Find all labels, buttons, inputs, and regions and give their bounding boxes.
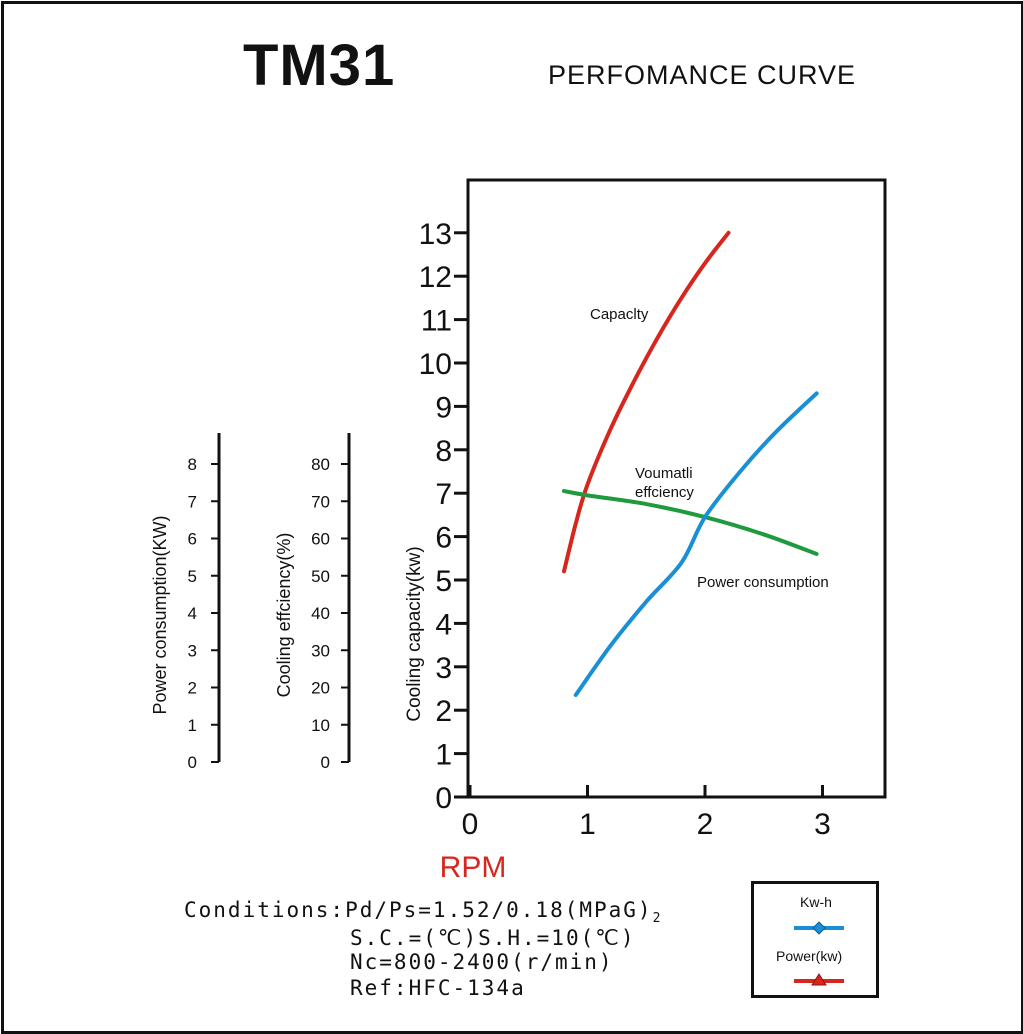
conditions-line-1-text: Conditions:Pd/Ps=1.52/0.18(MPaG) [184, 898, 653, 922]
y-tick-label: 0 [435, 782, 452, 815]
chart-annotation: effciency [635, 484, 694, 501]
secondary-y-tick-label: 60 [311, 530, 330, 549]
chart-annotation: Capaclty [590, 306, 649, 323]
page-subtitle: PERFOMANCE CURVE [548, 60, 857, 90]
y-tick-label: 5 [435, 565, 452, 598]
chart-annotation: Power consumption [697, 574, 829, 591]
secondary-y-tick-label: 50 [311, 567, 330, 586]
y-tick-label: 4 [435, 608, 452, 641]
y-tick-label: 12 [419, 261, 452, 294]
secondary-y-tick-label: 40 [311, 604, 330, 623]
triangle-marker-icon [811, 973, 827, 986]
diamond-marker-icon [812, 921, 826, 935]
legend-markers [794, 921, 844, 986]
series-line-1 [562, 489, 819, 556]
x-tick-label: 3 [814, 808, 831, 841]
secondary-axis-title: Cooling effciency(%) [274, 533, 294, 698]
conditions-line-3: Nc=800-2400(r/min) [350, 950, 614, 974]
secondary-y-tick-label: 0 [321, 753, 330, 772]
y-tick-label: 9 [435, 391, 452, 424]
secondary-y-tick-label: 5 [188, 567, 197, 586]
y-tick-label: 8 [435, 435, 452, 468]
secondary-y-tick-label: 3 [188, 641, 197, 660]
secondary-y-tick-label: 8 [188, 455, 197, 474]
secondary-y-tick-label: 0 [188, 753, 197, 772]
y-tick-label: 3 [435, 652, 452, 685]
y-tick-label: 7 [435, 478, 452, 511]
x-tick-label: 0 [462, 808, 479, 841]
chart-annotation: Voumatli [635, 465, 693, 482]
secondary-y-tick-label: 4 [188, 604, 197, 623]
secondary-axis-title: Power consumption(KW) [150, 515, 170, 714]
conditions-line-2: S.C.=(℃)S.H.=10(℃) [350, 926, 636, 950]
y-tick-label: 10 [419, 348, 452, 381]
y-tick-label: 2 [435, 695, 452, 728]
series-line-2 [573, 391, 819, 698]
x-tick-label: 1 [579, 808, 596, 841]
y-tick-label: 11 [421, 305, 452, 338]
legend: Kw-h Power(kw) [751, 881, 879, 998]
y-tick-label: 6 [435, 522, 452, 555]
legend-label-power: Power(kw) [776, 948, 843, 964]
secondary-y-tick-label: 2 [188, 679, 197, 698]
secondary-y-tick-label: 80 [311, 455, 330, 474]
secondary-y-tick-label: 10 [311, 716, 330, 735]
secondary-y-tick-label: 1 [188, 716, 197, 735]
legend-label-kwh: Kw-h [800, 894, 832, 910]
series-line-0 [562, 230, 731, 574]
x-tick-label: 2 [697, 808, 714, 841]
conditions-line-4: Ref:HFC-134a [350, 976, 526, 1000]
page-title: TM31 [243, 33, 396, 98]
x-axis-title: RPM [440, 851, 507, 884]
y-tick-label: 13 [419, 218, 452, 251]
conditions-line-1: Conditions:Pd/Ps=1.52/0.18(MPaG)2 [184, 898, 662, 926]
y-axis-title: Cooling capacity(kw) [404, 546, 425, 721]
secondary-y-tick-label: 30 [311, 641, 330, 660]
secondary-y-tick-label: 20 [311, 679, 330, 698]
plot-frame [466, 178, 887, 799]
y-tick-label: 1 [435, 739, 452, 772]
secondary-y-tick-label: 6 [188, 530, 197, 549]
secondary-y-tick-label: 7 [188, 492, 197, 511]
secondary-y-tick-label: 70 [311, 492, 330, 511]
conditions-line-1-subscript: 2 [652, 911, 663, 927]
